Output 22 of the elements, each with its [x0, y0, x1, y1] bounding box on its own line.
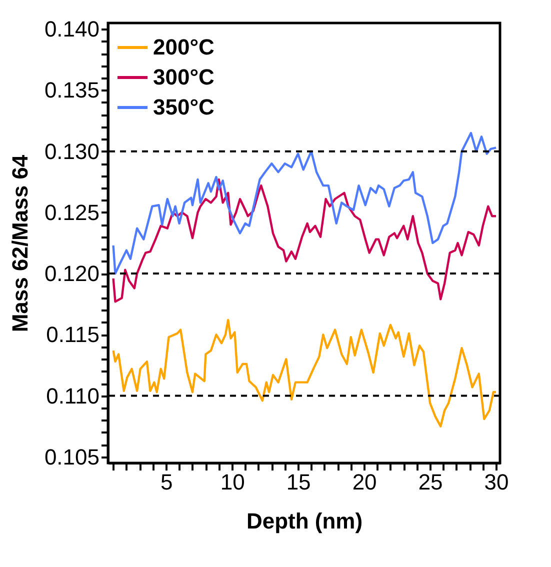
line-series: [112, 318, 498, 428]
x-tick-label: 5: [160, 470, 173, 494]
legend-label: 350°C: [153, 94, 215, 120]
x-tick-label: 25: [418, 470, 443, 494]
legend-label: 200°C: [153, 34, 215, 60]
y-tick-label: 0.130: [44, 138, 100, 164]
x-tick-label: 10: [220, 470, 245, 494]
x-tick-label: 15: [286, 470, 311, 494]
y-axis-title: Mass 62/Mass 64: [7, 154, 32, 332]
y-tick-label: 0.105: [44, 444, 100, 470]
legend-label: 300°C: [153, 64, 215, 90]
y-tick-label: 0.135: [44, 78, 100, 103]
y-tick-label: 0.125: [44, 200, 100, 225]
line-series: [112, 178, 498, 303]
y-tick-label: 0.115: [46, 322, 100, 348]
y-tick-label: 0.140: [44, 16, 100, 42]
x-tick-label: 20: [352, 470, 377, 494]
x-axis-title: Depth (nm): [246, 508, 363, 534]
y-tick-label: 0.120: [44, 261, 100, 286]
y-tick-label: 0.110: [46, 383, 100, 408]
x-tick-label: 30: [484, 470, 509, 494]
line-series: [112, 132, 498, 275]
